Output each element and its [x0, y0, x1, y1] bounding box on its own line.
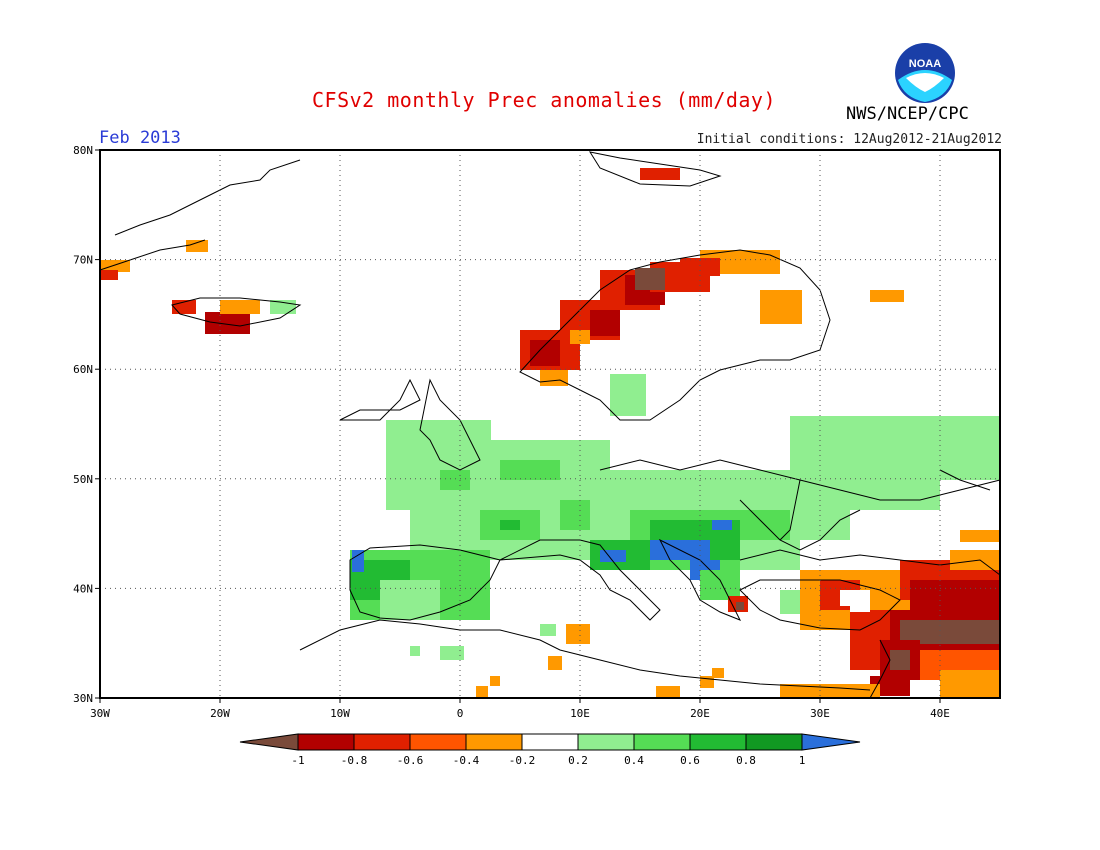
- coastlines: [99, 151, 1001, 699]
- legend-swatch: [577, 733, 635, 751]
- legend-label: -0.8: [341, 754, 368, 767]
- legend-label: 0.2: [568, 754, 588, 767]
- legend-swatch: [409, 733, 467, 751]
- lat-tick-label: 30N: [73, 692, 93, 705]
- lat-tick-label: 70N: [73, 254, 93, 267]
- legend-high-arrow: [801, 733, 861, 751]
- legend-swatch: [745, 733, 803, 751]
- legend-swatch: [297, 733, 355, 751]
- legend-label: 1: [799, 754, 806, 767]
- initial-conditions: Initial conditions: 12Aug2012-21Aug2012: [696, 132, 1002, 147]
- legend-label: -0.2: [509, 754, 536, 767]
- lon-tick-label: 0: [457, 707, 464, 720]
- legend-label: 0.6: [680, 754, 700, 767]
- legend-low-arrow: [239, 733, 299, 751]
- legend-swatch: [633, 733, 691, 751]
- legend-swatch: [465, 733, 523, 751]
- legend-colorbar: -1 -0.8 -0.6 -0.4 -0.2 0.2 0.4 0.6 0.8 1: [239, 733, 861, 767]
- map-frame: 80N 70N 60N 50N 40N 30N 30W 20W 10W 0 10E 20E 30E 40E: [73, 144, 1001, 720]
- lon-tick-label: 10W: [330, 707, 350, 720]
- legend-label: -0.6: [397, 754, 424, 767]
- lon-tick-label: 10E: [570, 707, 590, 720]
- legend-label: 0.4: [624, 754, 644, 767]
- lat-tick-label: 40N: [73, 582, 93, 595]
- legend-label: -1: [291, 754, 304, 767]
- lon-tick-label: 20E: [690, 707, 710, 720]
- map-border: [99, 149, 1001, 699]
- noaa-logo: NOAA: [895, 43, 955, 103]
- lon-tick-label: 20W: [210, 707, 230, 720]
- lon-tick-label: 40E: [930, 707, 950, 720]
- logo-text: NOAA: [909, 58, 941, 70]
- legend-label: 0.8: [736, 754, 756, 767]
- anomaly-shading: [100, 168, 1000, 698]
- legend-label: -0.4: [453, 754, 480, 767]
- lat-tick-label: 80N: [73, 144, 93, 157]
- legend-swatch: [689, 733, 747, 751]
- legend-swatch: [353, 733, 411, 751]
- legend-swatch: [521, 733, 579, 751]
- lon-tick-label: 30E: [810, 707, 830, 720]
- lat-tick-label: 50N: [73, 473, 93, 486]
- lat-tick-label: 60N: [73, 363, 93, 376]
- map-title: CFSv2 monthly Prec anomalies (mm/day): [312, 88, 777, 112]
- lon-tick-label: 30W: [90, 707, 110, 720]
- agency-label: NWS/NCEP/CPC: [846, 104, 969, 124]
- forecast-month: Feb 2013: [99, 128, 181, 148]
